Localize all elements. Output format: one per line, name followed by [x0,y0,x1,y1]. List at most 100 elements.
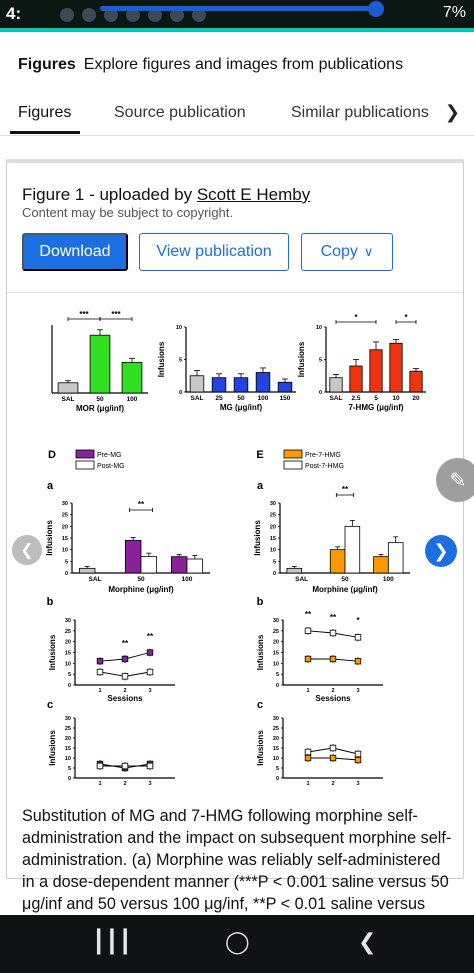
y-tick-label: 15 [273,651,279,657]
battery-indicator: 7% [442,4,466,21]
figure-title-prefix: Figure 1 - uploaded by [22,185,197,204]
x-tick-label: 2.5 [351,395,360,402]
tab-scroll-right-icon[interactable]: ❯ [444,102,460,122]
chevron-right-icon[interactable]: ❯ [425,535,457,567]
bar [329,549,346,574]
y-tick-label: 10 [65,661,71,667]
copy-button[interactable]: Copy ∨ [301,233,393,271]
x-axis-label: Morphine (μg/inf) [312,585,378,594]
tab-similar-publications[interactable]: Similar publications [291,104,429,121]
download-button[interactable]: Download [22,233,128,271]
x-tick-label: SAL [191,395,204,402]
accent-line [0,28,474,32]
bar [344,525,361,574]
x-tick-label: 1 [98,688,101,694]
y-tick-label: 5 [319,358,322,364]
y-tick-label: 15 [273,746,279,752]
legend-label: Pre-7-HMG [305,452,341,459]
x-axis-label: 7-HMG (μg/inf) [348,403,403,412]
y-axis-label: Infusions [48,730,57,766]
notification-icon [192,8,206,22]
y-tick-label: 0 [273,571,276,577]
data-point [304,655,312,663]
media-progress-knob[interactable] [368,1,384,17]
x-tick-label: 2 [123,781,126,787]
figure-card [6,159,464,879]
x-tick-label: 1 [306,781,309,787]
significance-marker: ** [330,613,337,622]
bar [211,377,227,393]
y-tick-label: 30 [65,618,71,624]
y-tick-label: 10 [62,548,68,554]
y-tick-label: 15 [65,651,71,657]
y-tick-label: 5 [179,358,182,364]
chevron-down-icon: ∨ [363,244,374,259]
data-point [121,762,129,770]
significance-marker: ** [342,485,349,494]
y-tick-label: 20 [273,736,279,742]
chevron-left-icon[interactable]: ❮ [12,535,42,565]
page-header: Figures Explore figures and images from p… [18,56,403,74]
view-publication-button[interactable]: View publication [139,233,289,271]
legend-swatch [75,449,95,459]
notification-icon [126,8,140,22]
pencil-icon[interactable]: ✎ [436,458,474,502]
status-bar: 4: 7% [0,0,474,28]
data-point [146,668,154,676]
data-point [146,762,154,770]
significance-marker: * [404,313,408,322]
bar [89,334,111,394]
data-point [304,748,312,756]
notification-icon [82,8,96,22]
y-tick-label: 5 [68,766,71,772]
y-tick-label: 10 [273,756,279,762]
y-tick-label: 30 [62,501,68,507]
y-axis-label: Infusions [297,341,306,377]
author-link[interactable]: Scott E Hemby [196,185,311,204]
y-tick-label: 25 [65,726,71,732]
x-tick-label: 25 [215,395,223,402]
notification-icon [148,8,162,22]
y-tick-label: 15 [62,536,68,542]
x-tick-label: 3 [148,781,151,787]
bar [233,377,249,393]
x-axis-label: MG (μg/inf) [220,403,263,412]
data-point [304,627,312,635]
x-tick-label: 1 [98,781,101,787]
tab-figures[interactable]: Figures [18,104,72,121]
x-tick-label: 50 [237,395,245,402]
significance-marker: *** [79,310,89,319]
x-tick-label: 2 [331,688,334,694]
bar [140,556,158,574]
significance-marker: * [356,616,360,625]
x-tick-label: 50 [96,396,104,403]
figure-image[interactable]: SAL 50 100 MOR (μg/inf) *** *** 0 5 10 Infusions S… [30,300,450,800]
notification-icons [60,8,360,22]
data-point [121,673,129,680]
tab-bar: Figures Source publication Similar publi… [0,96,474,136]
bar [387,542,404,574]
significance-marker: ** [122,639,129,648]
recent-apps-icon[interactable]: ┃┃┃ [92,929,132,954]
bar [389,342,403,393]
bar [189,375,205,393]
media-progress-track[interactable] [100,6,380,11]
x-axis-label: MOR (μg/inf) [76,404,124,413]
bar [78,567,96,574]
data-point [354,634,362,641]
tab-source-publication[interactable]: Source publication [114,104,246,121]
page-subtitle: Explore figures and images from publicat… [83,56,404,73]
legend-label: Post-7-HMG [305,463,344,470]
home-icon[interactable]: ◯ [225,929,250,954]
bar [121,362,143,394]
clock: 4: [6,4,22,23]
page-title: Figures [18,56,76,73]
y-tick-label: 30 [65,716,71,722]
bar [57,382,79,394]
back-icon[interactable]: ❮ [358,929,377,954]
x-axis-label: Sessions [315,694,351,703]
data-point [354,756,362,764]
panel-letter: E [256,449,263,461]
x-tick-label: 100 [182,576,193,583]
bar [369,349,383,393]
